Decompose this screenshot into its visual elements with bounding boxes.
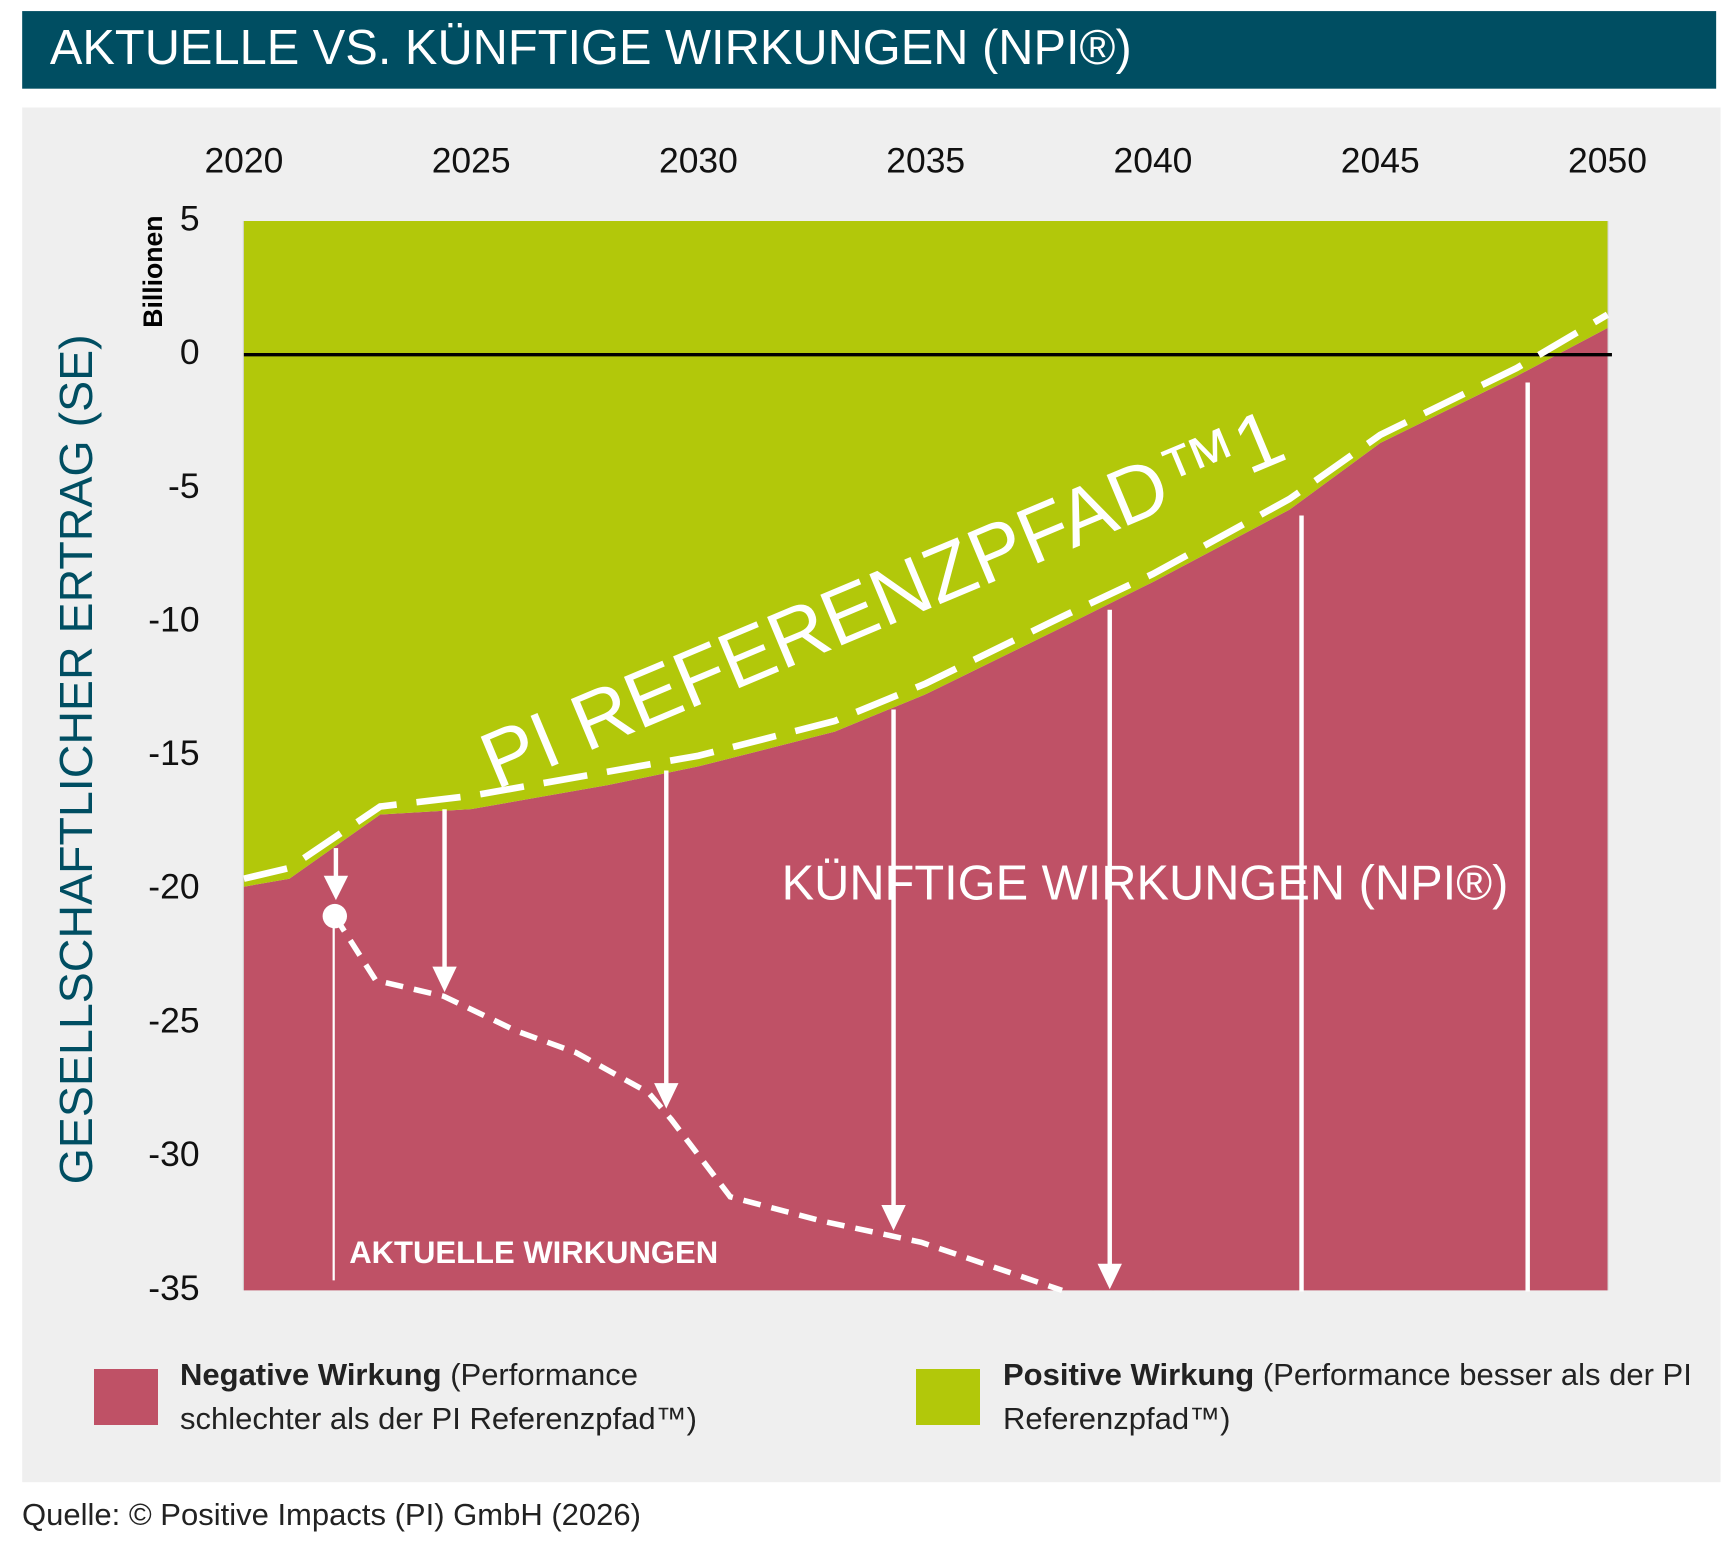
title-bar	[22, 11, 1717, 89]
y-tick-label: -20	[148, 867, 199, 907]
legend-swatch	[94, 1369, 158, 1425]
reference-path	[243, 311, 1610, 882]
overlay	[243, 311, 1610, 1294]
x-tick-label: 2030	[659, 140, 738, 180]
legend-text: Positive Wirkung (Performance besser als…	[1003, 1353, 1703, 1441]
legend-description: (Performance besser als der PI Referenzp…	[1003, 1357, 1692, 1436]
x-tick-label: 2040	[1114, 140, 1193, 180]
legend-name: Negative Wirkung	[180, 1357, 442, 1392]
unit-label: Billionen	[138, 215, 168, 327]
area	[243, 327, 1608, 1291]
y-tick-label: -5	[168, 466, 200, 506]
y-tick-label: -25	[148, 1000, 199, 1040]
arrow-head	[654, 1083, 679, 1109]
plot	[242, 221, 1612, 1291]
y-tick-label: -15	[148, 733, 199, 773]
arrow-head	[323, 875, 349, 901]
y-tick-label: 0	[180, 332, 200, 372]
chart-title: AKTUELLE VS. KÜNFTIGE WIRKUNGEN (NPI®)	[50, 21, 1132, 75]
area	[243, 221, 1608, 887]
legend-text: Negative Wirkung (Performance schlechter…	[180, 1353, 720, 1441]
x-tick-label: 2035	[886, 140, 965, 180]
legend-swatch	[916, 1369, 980, 1425]
arrow-head	[1097, 1263, 1122, 1290]
current-impacts	[332, 914, 1063, 1294]
x-tick-label: 2050	[1568, 140, 1647, 180]
y-tick-label: -30	[148, 1134, 199, 1174]
future-impacts-label: KÜNFTIGE WIRKUNGEN (NPI®)	[782, 857, 1509, 911]
x-tick-label: 2020	[204, 140, 283, 180]
legend-description: (Performance schlechter als der PI Refer…	[180, 1357, 697, 1436]
y-tick-label: 5	[180, 198, 200, 238]
current-impacts-label: AKTUELLE WIRKUNGEN	[349, 1235, 718, 1270]
x-tick-label: 2025	[432, 140, 511, 180]
arrow-head	[432, 966, 457, 993]
x-tick-label: 2045	[1341, 140, 1420, 180]
y-tick-label: -35	[148, 1268, 199, 1308]
y-axis-title: GESELLSCHAFTLICHER ERTRAG (SE)	[50, 334, 102, 1184]
legend-name: Positive Wirkung	[1003, 1357, 1255, 1392]
arrow-head	[881, 1205, 906, 1231]
current-impacts-start	[322, 903, 347, 929]
source: Quelle: © Positive Impacts (PI) GmbH (20…	[22, 1497, 641, 1532]
y-tick-label: -10	[148, 599, 199, 639]
arrows	[323, 382, 1530, 1292]
